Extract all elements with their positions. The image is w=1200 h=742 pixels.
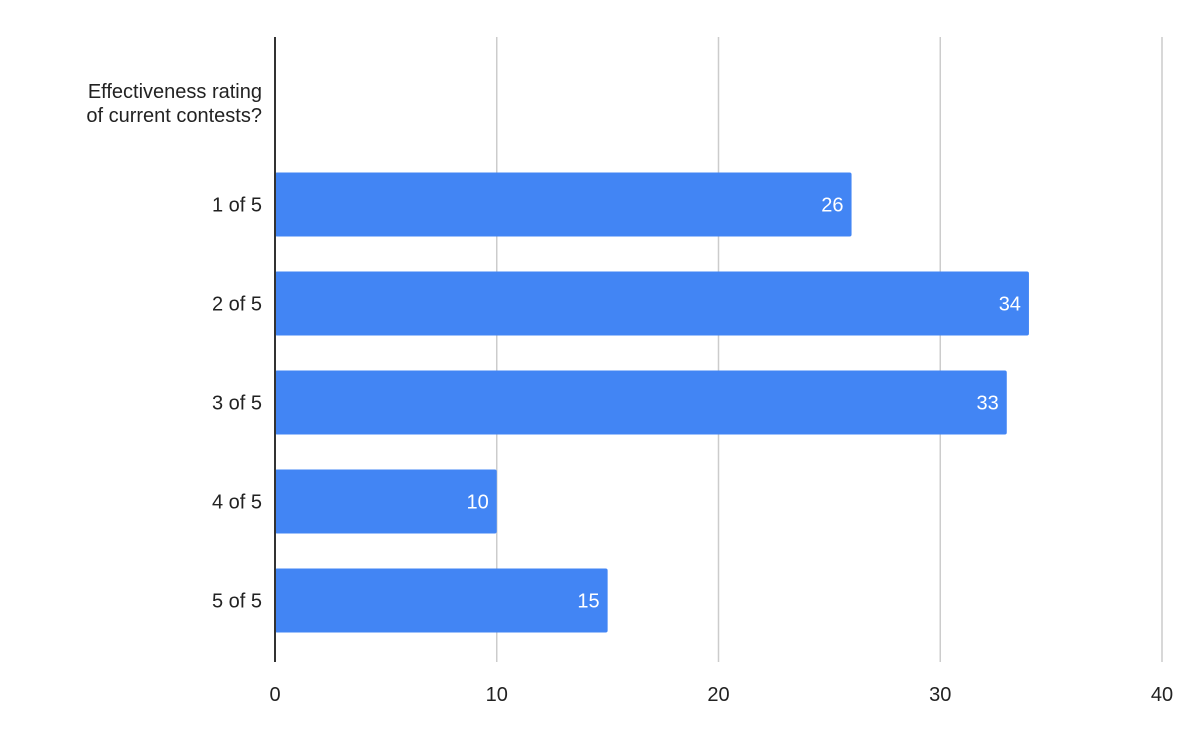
category-label-5: 5 of 5 — [212, 591, 262, 613]
category-label-3: 3 of 5 — [212, 393, 262, 415]
data-label-3: 33 — [977, 393, 999, 415]
bar-1 — [275, 172, 852, 237]
bar-3 — [275, 370, 1007, 435]
bar-5 — [275, 568, 608, 633]
data-label-1: 26 — [821, 195, 843, 217]
category-label-1: 1 of 5 — [212, 195, 262, 217]
data-label-4: 10 — [467, 492, 489, 514]
category-label-2: 2 of 5 — [212, 294, 262, 316]
x-tick-label-2: 20 — [707, 684, 729, 706]
y-axis-title-line-2: of current contests? — [86, 105, 262, 127]
bars: 26 34 33 10 15 — [275, 172, 1029, 633]
x-tick-label-0: 0 — [269, 684, 280, 706]
x-tick-label-1: 10 — [486, 684, 508, 706]
data-label-2: 34 — [999, 294, 1021, 316]
bar-4 — [275, 469, 497, 534]
x-tick-label-4: 40 — [1151, 684, 1173, 706]
gridlines — [496, 37, 1163, 662]
data-label-5: 15 — [577, 591, 599, 613]
x-tick-label-3: 30 — [929, 684, 951, 706]
category-label-4: 4 of 5 — [212, 492, 262, 514]
axes: 0 10 20 30 40 1 of 5 2 of 5 3 of 5 4 of 5 5 of 5 — [212, 37, 1173, 706]
bar-2 — [275, 271, 1029, 336]
y-axis-title-line-1: Effectiveness rating — [88, 81, 262, 103]
